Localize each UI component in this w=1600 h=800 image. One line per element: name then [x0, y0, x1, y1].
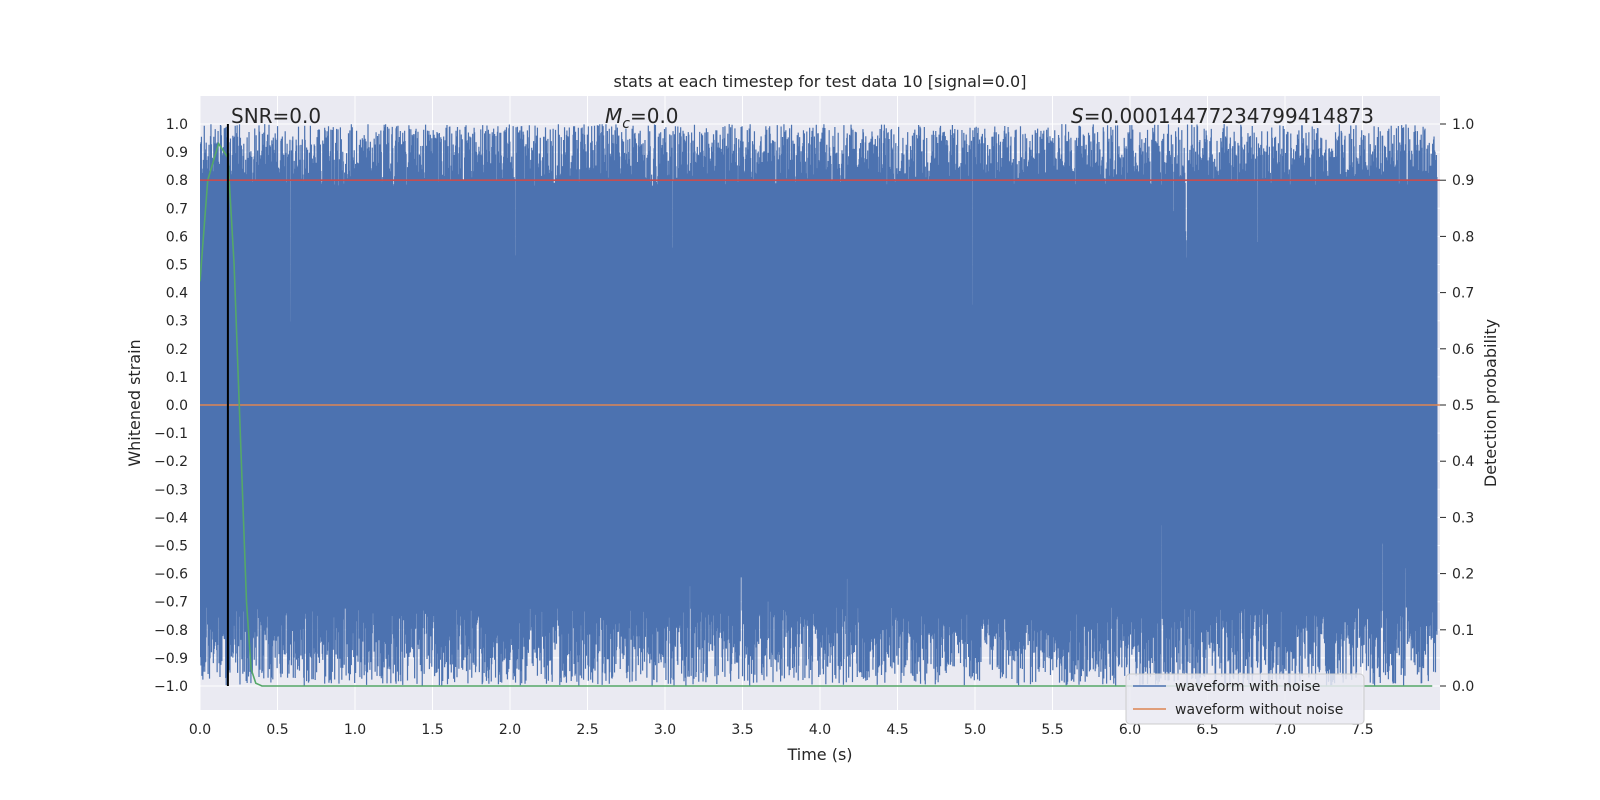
y-left-tick-label: −0.4 — [154, 510, 188, 526]
y-right-tick-label: 0.8 — [1452, 229, 1474, 245]
y-left-tick-label: 0.4 — [166, 286, 188, 302]
y-left-tick-label: 0.5 — [166, 258, 188, 274]
y-left-tick-label: −0.6 — [154, 567, 188, 583]
y-left-tick-label: 0.3 — [166, 314, 188, 330]
x-axis-ticks: 0.0 0.5 1.0 1.5 2.0 2.5 3.0 3.5 4.0 4.5 5.0 5.5 6.0 6… — [189, 722, 1374, 738]
y-left-tick-label: −0.2 — [154, 454, 188, 470]
y-right-tick-label: 0.5 — [1452, 398, 1474, 414]
x-tick-label: 5.0 — [964, 722, 986, 738]
x-tick-label: 4.5 — [886, 722, 908, 738]
y-left-tick-label: −0.1 — [154, 426, 188, 442]
y-right-tick-label: 0.6 — [1452, 342, 1474, 358]
snr-annotation: SNR=0.0 — [231, 104, 321, 128]
y-left-tick-label: 0.2 — [166, 342, 188, 358]
overlay-lines — [200, 124, 1440, 687]
y-left-tick-label: 0.7 — [166, 201, 188, 217]
y-left-tick-label: 0.1 — [166, 370, 188, 386]
x-tick-label: 2.0 — [499, 722, 521, 738]
y-right-tick-label: 0.0 — [1452, 679, 1474, 695]
x-tick-label: 7.5 — [1351, 722, 1373, 738]
y-right-axis-label: Detection probability — [1481, 319, 1500, 487]
legend-label-noisy: waveform with noise — [1175, 679, 1320, 695]
y-left-tick-label: −0.3 — [154, 482, 188, 498]
legend-label-clean: waveform without noise — [1175, 702, 1343, 718]
x-tick-label: 1.0 — [344, 722, 366, 738]
x-tick-label: 0.0 — [189, 722, 211, 738]
y-left-tick-label: 0.9 — [166, 145, 188, 161]
x-tick-label: 0.5 — [266, 722, 288, 738]
x-axis-label: Time (s) — [786, 745, 852, 764]
x-tick-label: 5.5 — [1041, 722, 1063, 738]
x-tick-label: 7.0 — [1274, 722, 1296, 738]
x-tick-label: 1.5 — [421, 722, 443, 738]
y-right-tick-label: 0.4 — [1452, 454, 1474, 470]
y-left-tick-label: −0.5 — [154, 539, 188, 555]
legend: waveform with noise waveform without noi… — [1125, 673, 1365, 725]
y-left-tick-label: 0.8 — [166, 173, 188, 189]
x-tick-label: 6.0 — [1119, 722, 1141, 738]
y-right-tick-label: 0.1 — [1452, 623, 1474, 639]
y-right-tick-label: 1.0 — [1452, 117, 1474, 133]
y-left-tick-label: 0.6 — [166, 229, 188, 245]
detection-probability-line — [200, 141, 1433, 687]
chirp-mass-annotation: Mc=0.0 — [605, 104, 679, 132]
y-right-tick-label: 0.9 — [1452, 173, 1474, 189]
y-left-tick-label: −0.8 — [154, 623, 188, 639]
y-right-tick-label: 0.3 — [1452, 510, 1474, 526]
noisy-waveform-line — [200, 124, 1438, 686]
y-left-tick-label: 1.0 — [166, 117, 188, 133]
chart-title: stats at each timestep for test data 10 … — [614, 72, 1027, 91]
y-left-axis-ticks: 1.0 0.9 0.8 0.7 0.6 0.5 0.4 0.3 0.2 0.1 0.0 −0.1 −0.… — [154, 117, 188, 695]
y-left-tick-label: 0.0 — [166, 398, 188, 414]
y-left-tick-label: −0.7 — [154, 595, 188, 611]
x-tick-label: 3.0 — [654, 722, 676, 738]
x-tick-label: 3.5 — [731, 722, 753, 738]
y-left-tick-label: −0.9 — [154, 651, 188, 667]
y-left-axis-label: Whitened strain — [125, 339, 144, 466]
y-right-tick-label: 0.2 — [1452, 567, 1474, 583]
noise-waveform — [200, 124, 1438, 686]
x-tick-label: 2.5 — [576, 722, 598, 738]
x-tick-label: 6.5 — [1196, 722, 1218, 738]
y-right-axis-ticks: 1.0 0.9 0.8 0.7 0.6 0.5 0.4 0.3 0.2 0.1 0.0 — [1440, 117, 1474, 695]
legend-box — [1125, 673, 1365, 725]
significance-annotation: S=0.00014477234799414873 — [1071, 104, 1374, 128]
x-tick-label: 4.0 — [809, 722, 831, 738]
y-left-tick-label: −1.0 — [154, 679, 188, 695]
y-right-tick-label: 0.7 — [1452, 286, 1474, 302]
